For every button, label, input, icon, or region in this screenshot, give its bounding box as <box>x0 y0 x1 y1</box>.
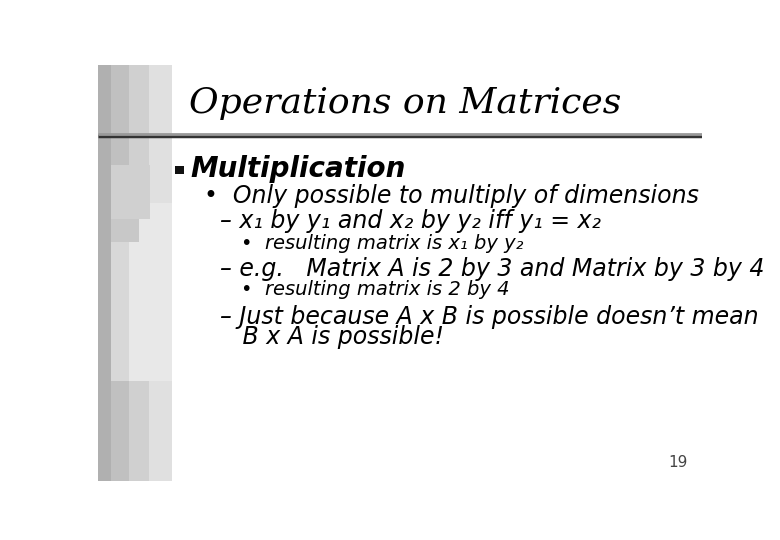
Text: – Just because A x B is possible doesn’t mean: – Just because A x B is possible doesn’t… <box>220 305 759 328</box>
Bar <box>112 219 139 242</box>
Text: 19: 19 <box>668 455 688 470</box>
Bar <box>175 166 183 174</box>
Text: Multiplication: Multiplication <box>190 155 406 183</box>
Bar <box>129 204 172 381</box>
Text: Operations on Matrices: Operations on Matrices <box>189 86 621 120</box>
Text: •  resulting matrix is 2 by 4: • resulting matrix is 2 by 4 <box>241 280 509 299</box>
Text: – x₁ by y₁ and x₂ by y₂ iff y₁ = x₂: – x₁ by y₁ and x₂ by y₂ iff y₁ = x₂ <box>220 209 601 233</box>
Bar <box>129 65 149 481</box>
Bar <box>98 65 112 481</box>
Bar <box>149 65 172 481</box>
Bar <box>112 65 129 481</box>
Bar <box>112 165 151 219</box>
Text: – e.g.   Matrix A is 2 by 3 and Matrix by 3 by 4: – e.g. Matrix A is 2 by 3 and Matrix by … <box>220 257 764 281</box>
Bar <box>98 65 702 134</box>
Text: B x A is possible!: B x A is possible! <box>220 326 444 349</box>
Bar <box>112 204 172 381</box>
Text: •  Only possible to multiply of dimensions: • Only possible to multiply of dimension… <box>204 184 700 208</box>
Text: •  resulting matrix is x₁ by y₂: • resulting matrix is x₁ by y₂ <box>241 234 523 253</box>
